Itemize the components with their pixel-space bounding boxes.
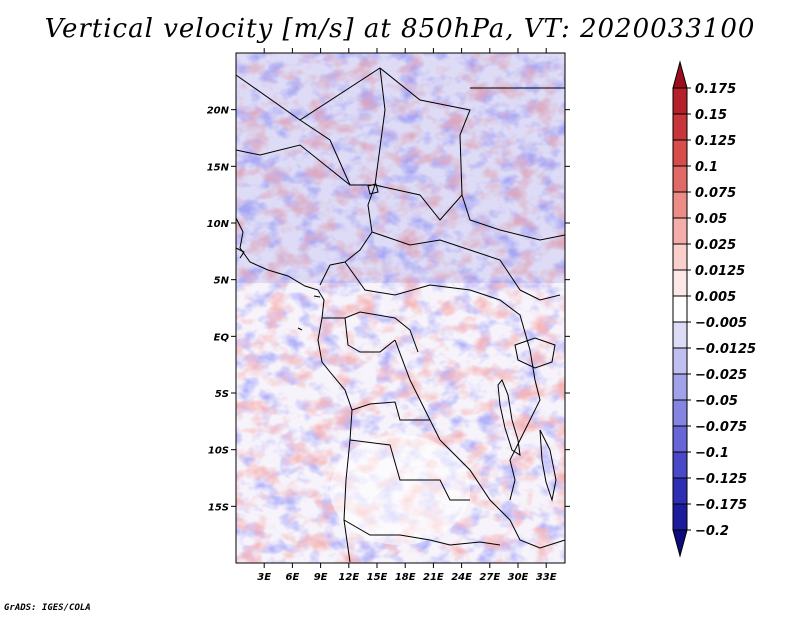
colorbar-label: −0.0125 <box>695 342 756 357</box>
colorbar-label: 0.175 <box>695 82 736 97</box>
colorbar-label: 0.075 <box>695 186 736 201</box>
colorbar-segment <box>672 451 688 479</box>
x-tick-label: 21E <box>423 572 444 583</box>
colorbar-label: −0.2 <box>695 524 729 539</box>
colorbar-label: −0.05 <box>695 394 738 409</box>
colorbar-segment <box>672 373 688 401</box>
colorbar-label: 0.05 <box>695 212 727 227</box>
y-tick-label: 10S <box>208 446 229 457</box>
y-tick-label: 15S <box>208 502 229 513</box>
colorbar: 0.175 0.15 0.125 0.1 0.075 0.05 0.025 0.0125 0.0… <box>672 60 756 558</box>
colorbar-segment <box>672 295 688 323</box>
colorbar-label: 0.125 <box>695 134 736 149</box>
x-tick-label: 18E <box>395 572 416 583</box>
colorbar-label: −0.005 <box>695 316 747 331</box>
axis-ticks <box>231 48 570 568</box>
colorbar-label: −0.075 <box>695 420 747 435</box>
country-borders <box>235 67 566 563</box>
colorbar-segment <box>672 243 688 271</box>
colorbar-cap-top <box>672 60 688 89</box>
y-tick-label: 5N <box>214 276 230 287</box>
colorbar-segment <box>672 217 688 245</box>
colorbar-label: 0.005 <box>695 290 736 305</box>
velocity-field <box>236 53 565 563</box>
x-tick-label: 6E <box>286 572 300 583</box>
colorbar-label: 0.15 <box>695 108 727 123</box>
colorbar-segment <box>672 425 688 453</box>
colorbar-label: −0.1 <box>695 446 729 461</box>
credit-text: GrADS: IGES/COLA <box>4 603 91 613</box>
x-tick-label: 15E <box>367 572 388 583</box>
colorbar-segment <box>672 191 688 219</box>
x-tick-label: 27E <box>479 572 500 583</box>
plot-frame <box>235 52 566 564</box>
colorbar-segment <box>672 321 688 349</box>
colorbar-segment <box>672 87 688 115</box>
colorbar-cap-bottom <box>672 529 688 558</box>
x-tick-label: 24E <box>451 572 472 583</box>
colorbar-label: −0.175 <box>695 498 747 513</box>
y-tick-label: 10N <box>207 219 230 230</box>
colorbar-segment <box>672 113 688 141</box>
colorbar-label: 0.025 <box>695 238 736 253</box>
colorbar-label: 0.1 <box>695 160 718 175</box>
colorbar-label: −0.025 <box>695 368 747 383</box>
colorbar-segment <box>672 165 688 193</box>
y-tick-label: 5S <box>215 389 229 400</box>
x-tick-label: 12E <box>338 572 359 583</box>
x-tick-label: 33E <box>536 572 557 583</box>
x-tick-label: 30E <box>508 572 529 583</box>
x-tick-label: 9E <box>314 572 328 583</box>
y-tick-label: EQ <box>214 332 230 343</box>
y-tick-label: 15N <box>207 162 230 173</box>
colorbar-segment <box>672 477 688 505</box>
colorbar-segment <box>672 269 688 297</box>
chart-title: Vertical velocity [m/s] at 850hPa, VT: 2… <box>44 14 756 44</box>
axis-labels: 3E 6E 9E 12E 15E 18E 21E 24E 27E 30E 33E 20N 15N 10N 5… <box>207 106 557 583</box>
x-tick-label: 3E <box>257 572 271 583</box>
colorbar-label: 0.0125 <box>695 264 745 279</box>
colorbar-segment <box>672 503 688 531</box>
colorbar-segment <box>672 347 688 375</box>
colorbar-segment <box>672 139 688 167</box>
y-tick-label: 20N <box>207 106 230 117</box>
colorbar-segment <box>672 399 688 427</box>
colorbar-label: −0.125 <box>695 472 747 487</box>
